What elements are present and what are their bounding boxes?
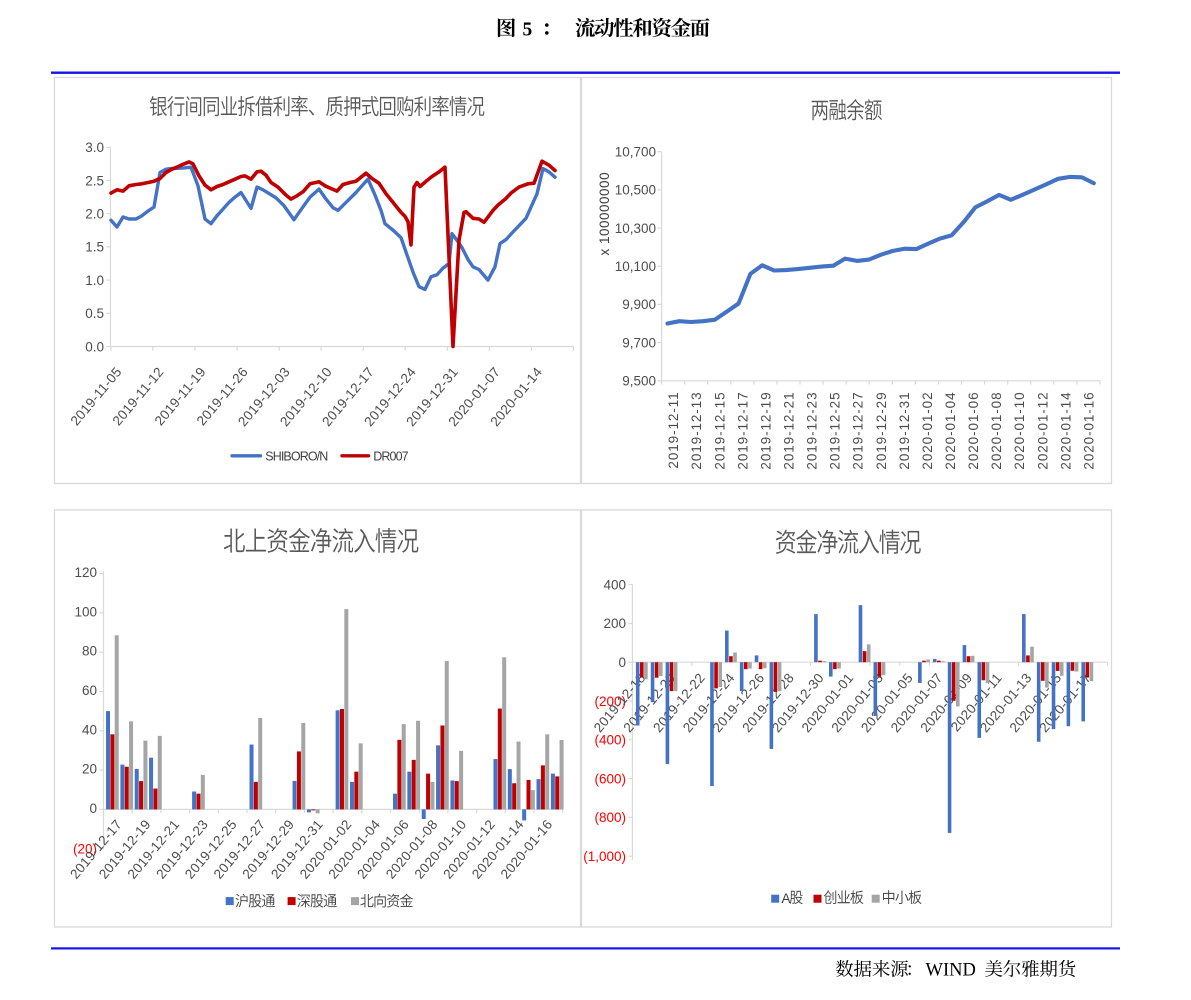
svg-text:9,700: 9,700 [622,335,656,350]
svg-text:2020-01-10: 2020-01-10 [1012,392,1027,470]
svg-text:2019-12-29: 2019-12-29 [874,392,889,470]
svg-text:(1,000): (1,000) [583,849,626,864]
svg-text:2020-01-08: 2020-01-08 [989,392,1004,470]
svg-text:2020-01-14: 2020-01-14 [1058,392,1073,470]
svg-text:2019-12-13: 2019-12-13 [689,392,704,470]
svg-text:(600): (600) [594,771,626,786]
svg-text:2019-12-21: 2019-12-21 [782,392,797,470]
svg-text:20: 20 [82,762,97,777]
svg-text:(800): (800) [594,810,626,825]
svg-text:2019-12-25: 2019-12-25 [828,392,843,470]
svg-text:DR007: DR007 [373,450,408,464]
svg-text:1.0: 1.0 [85,273,104,288]
svg-text:2019-12-15: 2019-12-15 [712,392,727,470]
svg-text:9,500: 9,500 [622,374,656,389]
svg-text:9,900: 9,900 [622,297,656,312]
svg-text:5: 5 [523,19,533,40]
svg-text:10,500: 10,500 [615,183,656,198]
svg-text:(400): (400) [594,733,626,748]
svg-text:0: 0 [618,655,626,670]
svg-text:2019-12-19: 2019-12-19 [758,392,773,470]
svg-text:10,100: 10,100 [615,259,656,274]
svg-text:(20): (20) [73,842,97,857]
svg-text:10,700: 10,700 [615,145,656,160]
svg-text:A: A [782,891,791,906]
svg-text:3.0: 3.0 [85,140,104,155]
svg-text:2020-01-06: 2020-01-06 [966,392,981,470]
svg-text:40: 40 [82,722,97,737]
svg-text:2019-12-11: 2019-12-11 [666,392,681,469]
svg-text:2019-12-31: 2019-12-31 [897,392,912,470]
svg-text:10,300: 10,300 [615,221,656,236]
svg-text:SHIBORO/N: SHIBORO/N [265,450,328,464]
svg-text:1.5: 1.5 [85,240,104,255]
svg-text:2.5: 2.5 [85,173,104,188]
svg-text:2020-01-02: 2020-01-02 [920,392,935,470]
svg-text:2019-12-17: 2019-12-17 [735,392,750,470]
svg-text:60: 60 [82,683,97,698]
svg-text:2020-01-16: 2020-01-16 [1081,392,1096,470]
svg-text:2.0: 2.0 [85,207,104,222]
svg-text:120: 120 [74,565,97,580]
svg-text:0.5: 0.5 [85,306,104,321]
svg-text:(200): (200) [594,694,626,709]
svg-text:200: 200 [603,616,626,631]
svg-text:2020-01-12: 2020-01-12 [1035,392,1050,470]
svg-text:100: 100 [74,604,97,619]
svg-text:2019-12-23: 2019-12-23 [805,392,820,470]
svg-text:WIND: WIND [926,961,976,981]
svg-text:0.0: 0.0 [85,339,104,354]
svg-text:x 100000000: x 100000000 [597,172,612,256]
svg-text:2020-01-04: 2020-01-04 [943,392,958,470]
svg-text:400: 400 [603,577,626,592]
svg-text:80: 80 [82,644,97,659]
svg-text:2019-12-27: 2019-12-27 [851,392,866,470]
svg-text:0: 0 [89,801,97,816]
